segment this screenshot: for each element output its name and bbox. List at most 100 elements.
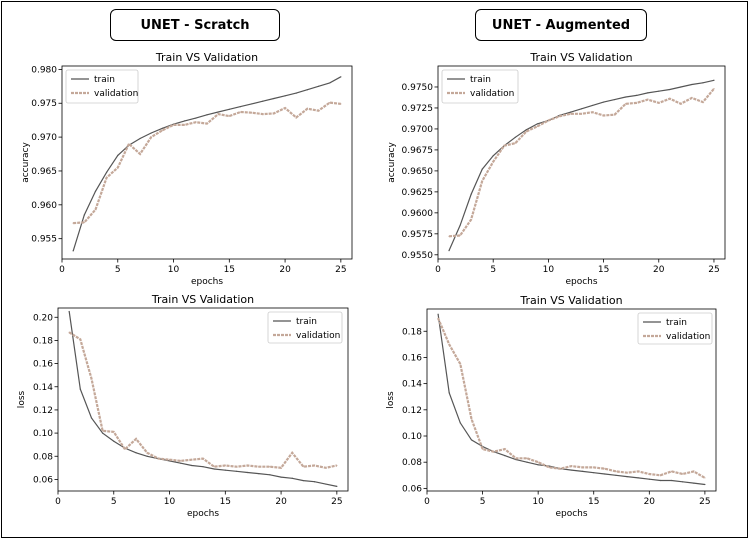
data-point-validation xyxy=(493,451,495,453)
y-tick-label: 0.12 xyxy=(402,406,422,416)
y-axis-label: accuracy xyxy=(387,142,397,183)
legend-label-validation: validation xyxy=(470,89,514,99)
data-point-validation xyxy=(191,459,193,461)
data-point-train xyxy=(693,482,695,484)
data-point-train xyxy=(295,92,297,94)
x-tick-label: 15 xyxy=(224,265,235,275)
data-point-train xyxy=(492,155,494,157)
data-point-train xyxy=(637,477,639,479)
data-point-validation xyxy=(481,448,484,450)
y-tick-label: 0.14 xyxy=(402,380,422,390)
x-tick-label: 25 xyxy=(331,497,342,507)
x-tick-label: 25 xyxy=(335,265,346,275)
y-axis-label: accuracy xyxy=(21,142,31,183)
data-point-train xyxy=(691,83,693,86)
header-left-label: UNET - Scratch xyxy=(140,17,250,33)
data-point-validation xyxy=(558,115,561,117)
data-point-validation xyxy=(168,459,171,461)
data-point-validation xyxy=(313,464,316,467)
data-point-train xyxy=(313,481,316,483)
x-tick-label: 10 xyxy=(164,497,176,507)
x-tick-label: 15 xyxy=(588,497,599,507)
data-point-train xyxy=(602,101,605,103)
data-point-validation xyxy=(251,112,253,114)
data-point-validation xyxy=(670,470,673,472)
data-point-train xyxy=(647,92,649,94)
data-point-train xyxy=(636,94,638,96)
data-point-train xyxy=(106,171,108,173)
data-point-validation xyxy=(626,472,628,474)
data-point-validation xyxy=(693,470,695,472)
data-point-train xyxy=(336,485,338,487)
data-point-validation xyxy=(648,473,650,475)
x-tick-label: 10 xyxy=(532,497,544,507)
data-point-validation xyxy=(625,103,627,105)
y-tick-label: 0.9700 xyxy=(402,125,434,135)
data-point-validation xyxy=(302,466,304,468)
data-point-validation xyxy=(325,467,327,469)
data-point-validation xyxy=(94,208,97,211)
data-point-train xyxy=(228,108,230,110)
legend-label-validation: validation xyxy=(296,331,340,341)
data-point-validation xyxy=(306,108,308,110)
data-point-train xyxy=(284,95,286,97)
data-point-validation xyxy=(72,222,74,224)
data-point-validation xyxy=(150,136,152,138)
data-point-validation xyxy=(470,418,473,420)
data-point-train xyxy=(448,392,450,394)
data-point-train xyxy=(525,129,527,131)
data-point-validation xyxy=(157,457,159,460)
x-tick-label: 20 xyxy=(644,497,656,507)
data-point-train xyxy=(79,388,81,390)
y-tick-label: 0.9675 xyxy=(402,146,434,156)
x-tick-label: 0 xyxy=(55,497,61,507)
x-tick-label: 15 xyxy=(598,265,609,275)
data-point-train xyxy=(102,432,104,434)
data-point-train xyxy=(117,154,119,156)
data-point-validation xyxy=(172,124,175,126)
data-point-validation xyxy=(593,466,595,469)
data-point-train xyxy=(180,462,182,464)
y-tick-label: 0.9725 xyxy=(402,104,434,114)
data-point-validation xyxy=(492,161,494,163)
x-tick-label: 20 xyxy=(279,265,291,275)
x-tick-label: 0 xyxy=(424,497,430,507)
plot-area xyxy=(57,307,349,492)
data-point-train xyxy=(569,111,572,113)
data-point-train xyxy=(448,250,450,252)
data-point-validation xyxy=(128,143,130,145)
data-point-train xyxy=(625,96,627,98)
data-point-validation xyxy=(68,331,70,333)
x-tick-label: 25 xyxy=(699,497,710,507)
y-tick-label: 0.08 xyxy=(402,458,422,468)
y-tick-label: 0.9650 xyxy=(402,167,434,177)
data-point-train xyxy=(291,477,293,479)
data-point-validation xyxy=(106,177,108,179)
x-tick-label: 25 xyxy=(708,265,719,275)
data-point-validation xyxy=(83,221,85,224)
data-point-validation xyxy=(702,101,704,103)
data-point-train xyxy=(615,474,617,476)
y-tick-label: 0.18 xyxy=(33,336,53,346)
x-tick-label: 5 xyxy=(111,497,117,507)
data-point-train xyxy=(195,117,197,119)
data-point-validation xyxy=(713,88,715,90)
data-point-validation xyxy=(146,452,148,454)
data-point-train xyxy=(217,111,219,113)
data-point-train xyxy=(235,470,238,472)
data-point-validation xyxy=(658,102,660,104)
data-point-validation xyxy=(636,102,638,104)
data-point-validation xyxy=(280,467,282,469)
data-point-train xyxy=(614,98,616,101)
x-axis-label: epochs xyxy=(187,509,219,519)
data-point-train xyxy=(658,90,660,92)
y-tick-label: 0.975 xyxy=(31,99,57,109)
data-point-train xyxy=(247,471,249,474)
y-tick-label: 0.06 xyxy=(33,475,53,485)
data-point-train xyxy=(570,469,573,471)
data-point-train xyxy=(317,85,320,87)
y-tick-label: 0.20 xyxy=(33,313,53,323)
y-tick-label: 0.12 xyxy=(33,406,53,416)
legend-label-validation: validation xyxy=(666,332,710,342)
